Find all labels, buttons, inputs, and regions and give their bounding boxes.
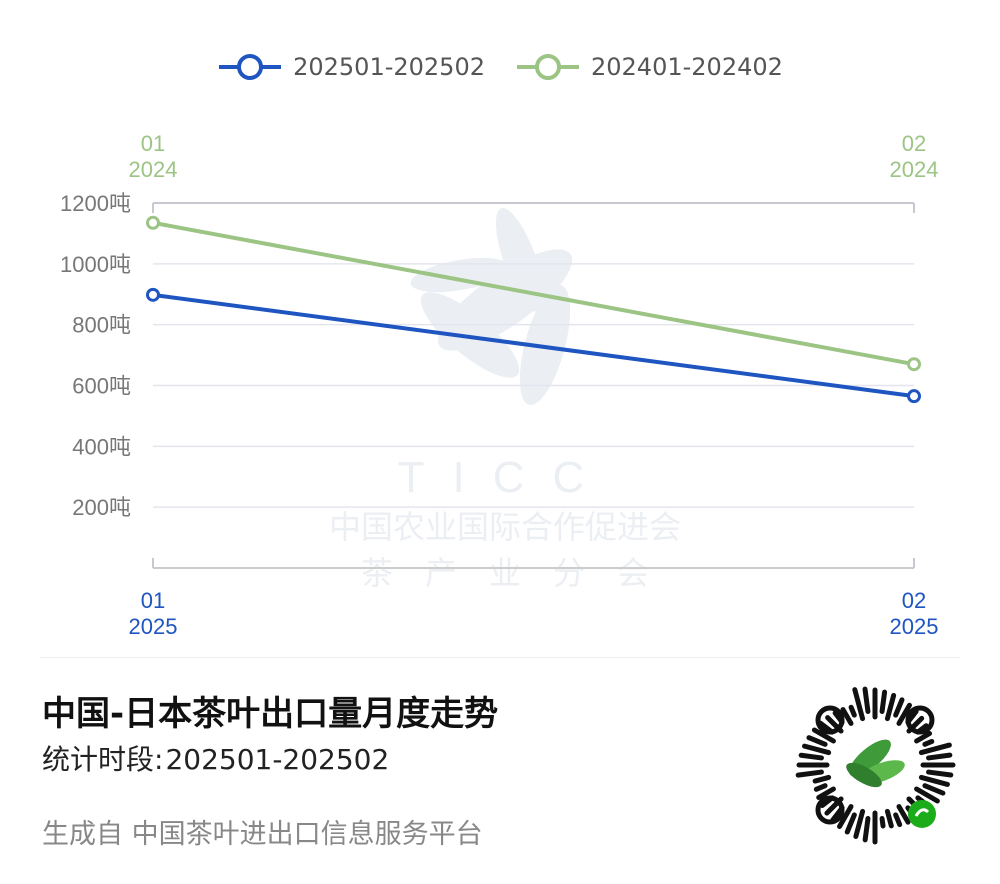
qr-ray	[844, 812, 857, 835]
qr-ray	[884, 808, 894, 829]
qr-ray	[896, 702, 912, 726]
watermark-line3: 茶 产 业 分 会	[361, 554, 649, 592]
qr-ray	[862, 686, 871, 714]
watermark: TICC 中国农业国际合作促进会 茶 产 业 分 会	[329, 208, 681, 592]
y-tick-label: 600吨	[72, 374, 131, 399]
qr-ray	[813, 783, 828, 792]
qr-ray	[862, 816, 871, 843]
qr-ray	[798, 752, 824, 761]
axes: 200吨400吨600吨800吨1000吨1200吨01202402202401…	[60, 131, 938, 639]
period-label: 统计时段:	[42, 743, 164, 776]
y-tick-label: 400吨	[72, 434, 131, 459]
qr-ray	[893, 697, 905, 718]
x-top-month-label: 02	[902, 131, 926, 156]
y-tick-label: 200吨	[72, 495, 131, 520]
qr-ray	[893, 812, 903, 828]
series-line	[152, 292, 915, 399]
y-tick-label: 1200吨	[60, 191, 131, 216]
watermark-line1: TICC	[398, 453, 613, 502]
qr-ray	[801, 743, 832, 756]
qr-ray	[884, 692, 897, 722]
qr-ray	[852, 687, 866, 722]
qr-ray	[914, 731, 933, 744]
period-text: 统计时段:202501-202502	[42, 738, 389, 778]
qr-ray	[896, 804, 911, 825]
qr-ray	[837, 804, 854, 829]
qr-ray	[795, 769, 824, 778]
qr-ray	[914, 786, 940, 804]
qr-ray	[918, 742, 952, 756]
qr-ray	[816, 786, 836, 800]
legend-label-2024: 202401-202402	[591, 53, 783, 81]
qr-ray	[922, 783, 946, 796]
y-tick-label: 800吨	[72, 313, 131, 338]
data-point	[146, 215, 160, 230]
legend-line-2024-icon	[517, 54, 579, 80]
legend-line-2025-icon	[219, 54, 282, 80]
qr-ray	[918, 774, 950, 787]
qr-ray	[848, 704, 857, 718]
qr-ray	[879, 816, 886, 829]
x-top-year-label: 2024	[129, 157, 178, 182]
qr-ray	[926, 769, 954, 778]
qr-ray	[840, 707, 854, 726]
x-bottom-year-label: 2025	[129, 614, 178, 639]
qr-ray	[922, 738, 935, 747]
data-point	[907, 357, 921, 372]
legend-item-2025[interactable]: 202501-202502	[217, 52, 485, 82]
x-top-year-label: 2024	[890, 157, 939, 182]
qr-ray	[812, 774, 832, 784]
line-chart: TICC 中国农业国际合作促进会 茶 产 业 分 会 200吨 400吨 600吨 8…	[60, 131, 938, 639]
qr-ray	[853, 808, 866, 839]
x-bottom-month-label: 01	[141, 588, 165, 613]
period-value: 202501-202502	[165, 743, 390, 776]
legend: 202501-202502 202401-202402	[0, 52, 1000, 82]
data-point	[907, 389, 921, 404]
leaf-logo-icon	[410, 208, 573, 406]
qr-ray	[811, 727, 836, 744]
legend-label-2025: 202501-202502	[293, 53, 485, 81]
series	[146, 215, 921, 404]
qr-ray	[806, 735, 828, 747]
watermark-line2: 中国农业国际合作促进会	[329, 508, 681, 546]
divider	[40, 657, 960, 658]
x-top-month-label: 01	[141, 131, 165, 156]
mini-program-qr-code-icon[interactable]	[790, 680, 960, 850]
chart-title: 中国-日本茶叶出口量月度走势	[42, 694, 499, 734]
series-line	[152, 220, 915, 367]
qr-ray	[879, 689, 888, 714]
y-tick-label: 1000吨	[60, 252, 131, 277]
grid	[153, 202, 914, 508]
source-text: 生成自 中国茶叶进出口信息服务平台	[42, 819, 483, 850]
x-bottom-year-label: 2025	[890, 614, 939, 639]
x-bottom-month-label: 02	[902, 588, 926, 613]
qr-ray	[926, 752, 953, 761]
data-point	[146, 287, 160, 302]
legend-item-2024[interactable]: 202401-202402	[515, 52, 783, 82]
